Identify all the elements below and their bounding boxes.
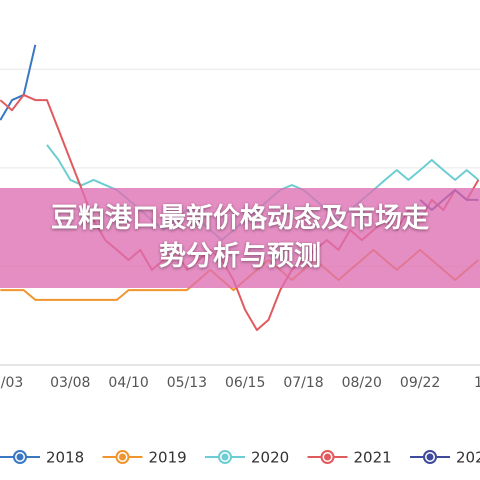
x-tick-label: 08/20 [342, 375, 382, 391]
legend-dot [119, 453, 126, 461]
chart-title: 豆粕港口最新价格动态及市场走势分析与预测 [51, 203, 429, 272]
x-tick-label: 06/15 [225, 375, 265, 391]
legend-label: 2018 [46, 449, 84, 467]
series-line [0, 44, 37, 121]
legend-dot [221, 453, 229, 461]
legend-dot [16, 453, 24, 461]
x-tick-label: 09/22 [400, 375, 440, 391]
legend-dot [426, 453, 434, 461]
x-tick-label: 07/18 [283, 375, 323, 391]
legend-label: 2020 [251, 449, 289, 467]
x-tick-label: /03 [1, 375, 24, 391]
legend-label: 2019 [149, 449, 187, 467]
legend-label: 202 [456, 449, 480, 467]
x-tick-label: 05/13 [167, 375, 207, 391]
title-banner: 豆粕港口最新价格动态及市场走势分析与预测 [0, 188, 480, 288]
x-tick-label: 04/10 [108, 375, 148, 391]
x-tick-label: 03/08 [50, 375, 90, 391]
x-tick-label: 1 [474, 375, 480, 391]
legend-dot [324, 453, 331, 461]
legend-label: 2021 [354, 449, 392, 467]
